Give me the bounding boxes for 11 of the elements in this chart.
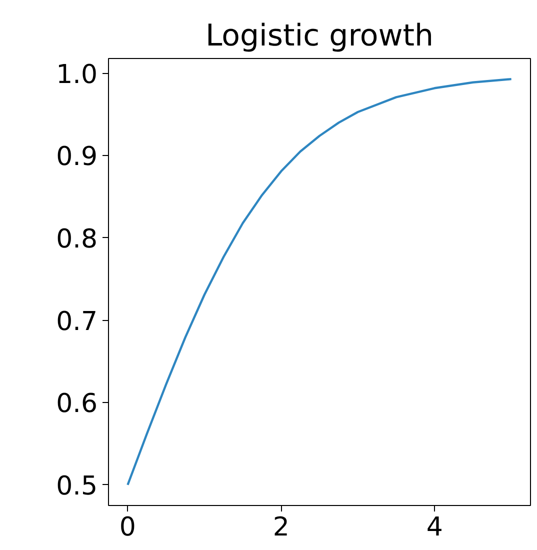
y-tick-label: 1.0 [56,60,98,90]
line-series [126,78,512,486]
x-tick-label: 4 [426,512,443,542]
y-tick-label: 0.8 [56,224,98,254]
x-tick-label: 0 [119,512,136,542]
y-tick-label: 0.5 [56,471,98,502]
x-tick-label: 2 [272,512,290,542]
chart-title: Logistic growth [205,18,434,54]
y-tick-label: 0.9 [56,142,98,172]
y-tick-label: 0.6 [56,389,98,420]
y-tick-label: 0.7 [56,306,98,337]
